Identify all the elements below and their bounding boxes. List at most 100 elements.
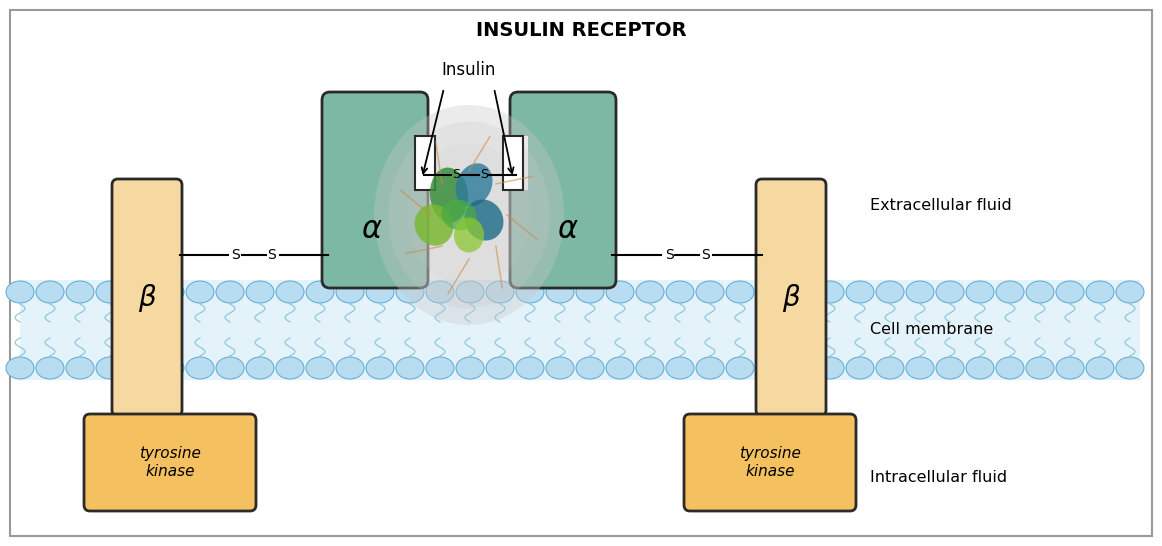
Ellipse shape	[1056, 281, 1084, 303]
Ellipse shape	[636, 357, 664, 379]
Text: Intracellular fluid: Intracellular fluid	[870, 471, 1007, 485]
FancyBboxPatch shape	[112, 179, 182, 416]
Text: Cell membrane: Cell membrane	[870, 323, 994, 337]
Ellipse shape	[277, 281, 304, 303]
Ellipse shape	[726, 281, 754, 303]
Ellipse shape	[1026, 281, 1054, 303]
Ellipse shape	[786, 281, 815, 303]
Text: Extracellular fluid: Extracellular fluid	[870, 198, 1012, 212]
Bar	[503, 136, 528, 190]
Ellipse shape	[125, 281, 155, 303]
Ellipse shape	[388, 122, 550, 308]
Text: S: S	[665, 248, 673, 262]
Text: tyrosine
kinase: tyrosine kinase	[139, 446, 201, 479]
Ellipse shape	[966, 357, 994, 379]
Ellipse shape	[906, 357, 934, 379]
Ellipse shape	[576, 281, 604, 303]
Ellipse shape	[456, 281, 485, 303]
Ellipse shape	[996, 357, 1024, 379]
Ellipse shape	[374, 105, 564, 325]
Ellipse shape	[666, 357, 694, 379]
Ellipse shape	[876, 281, 904, 303]
Ellipse shape	[456, 357, 485, 379]
Ellipse shape	[36, 357, 64, 379]
Ellipse shape	[336, 281, 364, 303]
Ellipse shape	[666, 281, 694, 303]
Ellipse shape	[786, 357, 815, 379]
Ellipse shape	[996, 281, 1024, 303]
Ellipse shape	[96, 357, 124, 379]
Ellipse shape	[396, 281, 424, 303]
Text: α: α	[361, 215, 381, 244]
Ellipse shape	[186, 357, 214, 379]
Ellipse shape	[546, 281, 574, 303]
Text: tyrosine
kinase: tyrosine kinase	[739, 446, 801, 479]
Ellipse shape	[306, 357, 333, 379]
Bar	[415, 136, 440, 190]
Ellipse shape	[756, 281, 784, 303]
Text: β: β	[138, 283, 156, 312]
Ellipse shape	[937, 281, 964, 303]
Ellipse shape	[486, 281, 514, 303]
Ellipse shape	[937, 357, 964, 379]
Ellipse shape	[546, 357, 574, 379]
Bar	[20, 280, 1140, 380]
Ellipse shape	[576, 357, 604, 379]
Ellipse shape	[607, 281, 634, 303]
Ellipse shape	[1056, 357, 1084, 379]
Ellipse shape	[816, 281, 844, 303]
Ellipse shape	[607, 357, 634, 379]
Ellipse shape	[816, 357, 844, 379]
Ellipse shape	[396, 357, 424, 379]
Ellipse shape	[876, 357, 904, 379]
Text: S: S	[231, 248, 241, 262]
Ellipse shape	[246, 357, 274, 379]
Ellipse shape	[465, 199, 503, 241]
Ellipse shape	[426, 281, 454, 303]
Ellipse shape	[156, 281, 184, 303]
Ellipse shape	[756, 357, 784, 379]
Ellipse shape	[426, 357, 454, 379]
Ellipse shape	[516, 357, 544, 379]
Ellipse shape	[6, 281, 34, 303]
Ellipse shape	[454, 217, 485, 252]
Ellipse shape	[726, 357, 754, 379]
Ellipse shape	[415, 204, 453, 246]
Ellipse shape	[1086, 357, 1114, 379]
Ellipse shape	[966, 281, 994, 303]
Ellipse shape	[36, 281, 64, 303]
FancyBboxPatch shape	[756, 179, 826, 416]
Text: Insulin: Insulin	[442, 61, 496, 79]
Ellipse shape	[486, 357, 514, 379]
Bar	[415, 136, 435, 190]
Ellipse shape	[636, 281, 664, 303]
Ellipse shape	[1116, 281, 1145, 303]
Ellipse shape	[336, 357, 364, 379]
Text: INSULIN RECEPTOR: INSULIN RECEPTOR	[475, 21, 687, 39]
Ellipse shape	[66, 357, 94, 379]
Ellipse shape	[407, 144, 531, 287]
Ellipse shape	[696, 281, 724, 303]
Ellipse shape	[442, 200, 476, 230]
Text: S: S	[480, 169, 488, 181]
Ellipse shape	[216, 357, 244, 379]
Ellipse shape	[430, 168, 468, 222]
Bar	[503, 136, 523, 190]
Ellipse shape	[366, 357, 394, 379]
Ellipse shape	[246, 281, 274, 303]
Ellipse shape	[456, 163, 493, 207]
Ellipse shape	[846, 357, 874, 379]
Ellipse shape	[277, 357, 304, 379]
Ellipse shape	[1086, 281, 1114, 303]
Text: β: β	[782, 283, 799, 312]
Ellipse shape	[66, 281, 94, 303]
Text: S: S	[452, 169, 460, 181]
Ellipse shape	[306, 281, 333, 303]
FancyBboxPatch shape	[684, 414, 856, 511]
Ellipse shape	[516, 281, 544, 303]
Ellipse shape	[906, 281, 934, 303]
Ellipse shape	[96, 281, 124, 303]
Text: S: S	[267, 248, 277, 262]
Text: S: S	[701, 248, 709, 262]
Ellipse shape	[186, 281, 214, 303]
